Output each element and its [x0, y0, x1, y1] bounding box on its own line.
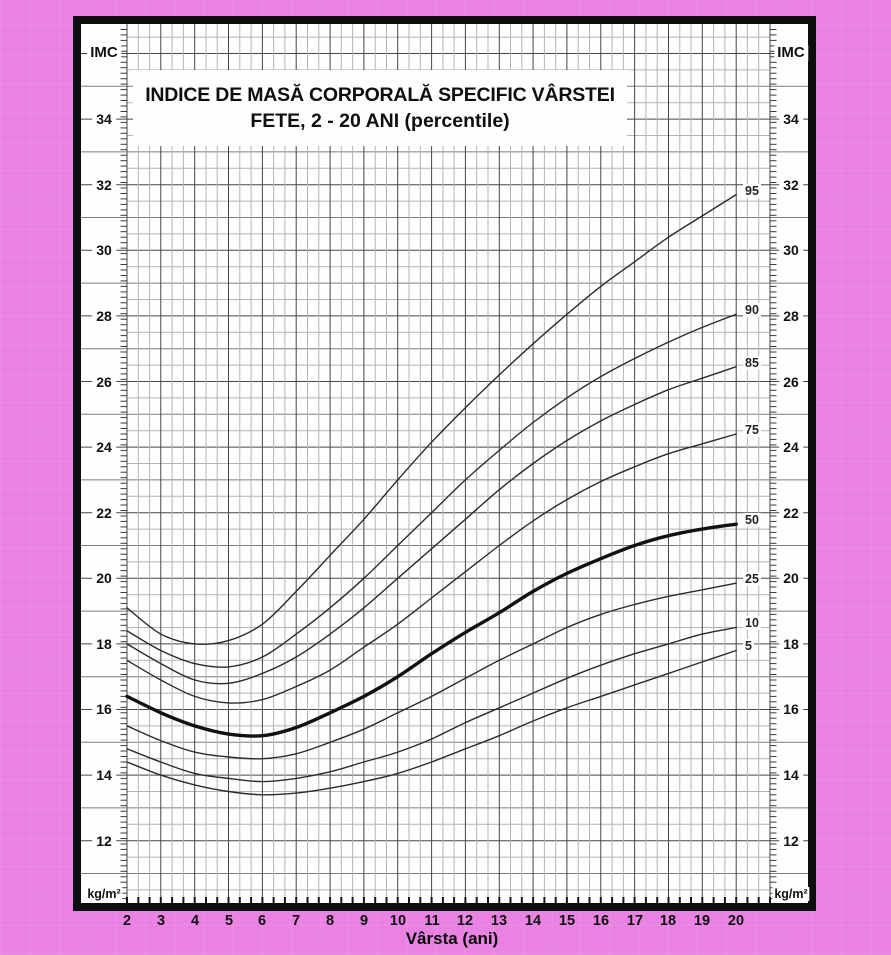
percentile-label-10: 10	[743, 616, 761, 630]
percentile-curve-95	[126, 193, 737, 646]
y-axis-tick-label-left-18: 18	[92, 636, 116, 652]
x-axis-tick-label-6: 6	[257, 913, 267, 929]
percentile-curve-25	[126, 582, 737, 760]
y-axis-tick-label-right-26: 26	[779, 374, 803, 390]
y-axis-tick-label-right-24: 24	[779, 439, 803, 455]
percentile-curve-10	[126, 626, 737, 783]
percentile-label-75: 75	[743, 423, 761, 437]
y-axis-tick-label-right-32: 32	[779, 177, 803, 193]
x-axis-tick-label-8: 8	[325, 913, 335, 929]
chart-title-line1: INDICE DE MASĂ CORPORALĂ SPECIFIC VÂRSTE…	[145, 84, 615, 106]
percentile-label-25: 25	[743, 572, 761, 586]
x-axis-tick-label-20: 20	[727, 913, 745, 929]
y-axis-name-left: IMC	[87, 45, 121, 61]
x-axis-tick-label-16: 16	[592, 913, 610, 929]
y-axis-name-right: IMC	[774, 45, 808, 61]
y-axis-tick-label-right-12: 12	[779, 833, 803, 849]
y-axis-tick-label-left-28: 28	[92, 308, 116, 324]
y-axis-tick-label-left-30: 30	[92, 242, 116, 258]
x-axis-tick-label-18: 18	[659, 913, 677, 929]
x-axis-tick-label-4: 4	[190, 913, 200, 929]
y-axis-tick-label-left-32: 32	[92, 177, 116, 193]
y-axis-tick-label-left-34: 34	[92, 111, 116, 127]
percentile-curve-90	[126, 313, 737, 668]
y-unit-label-right: kg/m²	[772, 887, 810, 901]
x-axis-tick-label-7: 7	[291, 913, 301, 929]
y-axis-tick-label-right-30: 30	[779, 242, 803, 258]
x-axis-tick-label-17: 17	[626, 913, 644, 929]
y-axis-tick-label-left-26: 26	[92, 374, 116, 390]
y-axis-tick-label-left-16: 16	[92, 701, 116, 717]
y-axis-tick-label-left-22: 22	[92, 505, 116, 521]
x-axis-tick-label-5: 5	[224, 913, 234, 929]
y-axis-tick-label-right-14: 14	[779, 767, 803, 783]
x-axis-tick-label-14: 14	[524, 913, 542, 929]
chart-frame	[73, 16, 816, 911]
y-axis-tick-label-left-14: 14	[92, 767, 116, 783]
percentile-curve-5	[126, 649, 737, 796]
chart-title-box: INDICE DE MASĂ CORPORALĂ SPECIFIC VÂRSTE…	[133, 70, 627, 146]
y-axis-tick-label-left-20: 20	[92, 570, 116, 586]
y-axis-tick-label-left-12: 12	[92, 833, 116, 849]
percentile-curve-85	[126, 366, 737, 685]
percentile-curve-50	[125, 522, 738, 738]
x-axis-title: Vârsta (ani)	[405, 929, 499, 948]
x-axis-tick-label-3: 3	[156, 913, 166, 929]
y-axis-tick-label-left-24: 24	[92, 439, 116, 455]
x-axis-tick-label-13: 13	[490, 913, 508, 929]
percentile-label-90: 90	[743, 303, 761, 317]
x-axis-tick-label-10: 10	[389, 913, 407, 929]
y-axis-tick-label-right-34: 34	[779, 111, 803, 127]
chart-title-line2: FETE, 2 - 20 ANI (percentile)	[250, 110, 510, 132]
x-axis-tick-label-12: 12	[456, 913, 474, 929]
percentile-label-85: 85	[743, 356, 761, 370]
y-axis-tick-label-right-16: 16	[779, 701, 803, 717]
percentile-label-50: 50	[743, 513, 761, 527]
x-axis-tick-label-11: 11	[424, 913, 440, 929]
x-axis-tick-label-9: 9	[359, 913, 369, 929]
x-axis-tick-label-19: 19	[693, 913, 711, 929]
y-unit-label-left: kg/m²	[85, 887, 123, 901]
percentile-label-95: 95	[743, 184, 761, 198]
percentile-label-5: 5	[743, 639, 754, 653]
y-axis-tick-label-right-28: 28	[779, 308, 803, 324]
y-axis-tick-label-right-20: 20	[779, 570, 803, 586]
percentile-curve-75	[126, 433, 737, 704]
y-axis-tick-label-right-22: 22	[779, 505, 803, 521]
x-axis-tick-label-15: 15	[558, 913, 576, 929]
x-axis-tick-label-2: 2	[122, 913, 132, 929]
y-axis-tick-label-right-18: 18	[779, 636, 803, 652]
